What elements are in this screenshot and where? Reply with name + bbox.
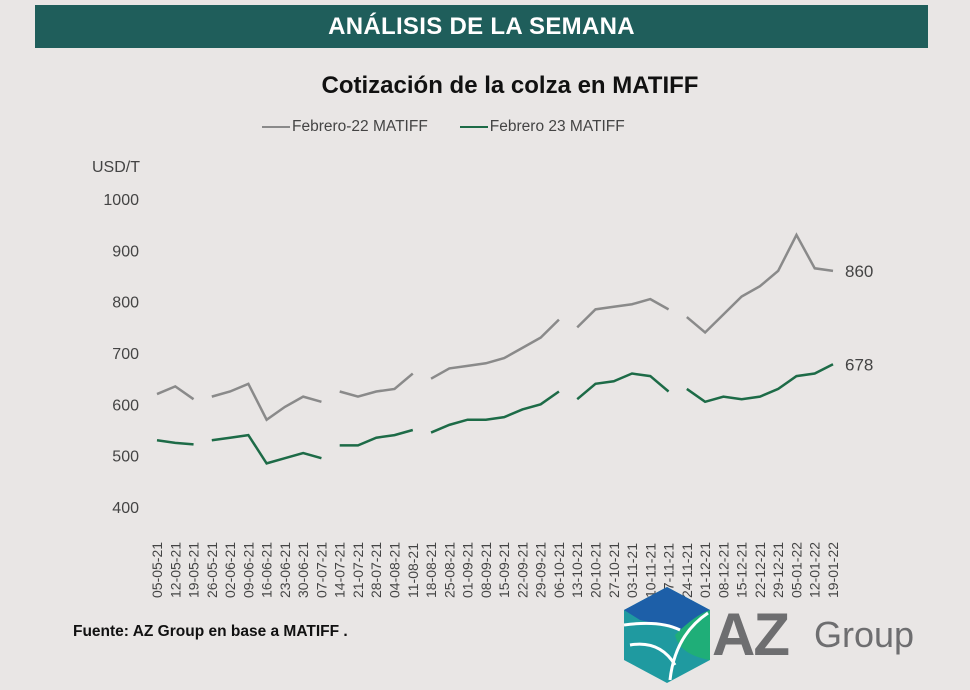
series-line-feb23 (211, 433, 322, 465)
series-line-feb22 (686, 232, 834, 335)
x-tick-label: 17-11-21 (661, 543, 677, 598)
x-tick-label: 14-07-21 (332, 542, 348, 598)
x-tick-label: 10-11-21 (642, 543, 658, 598)
x-tick-label: 12-01-22 (807, 542, 823, 598)
y-axis-label: USD/T (92, 159, 140, 176)
series-line-feb23 (576, 372, 670, 401)
y-tick-label: 400 (112, 500, 139, 517)
x-tick-label: 25-08-21 (441, 542, 457, 598)
series-line-feb22 (339, 372, 414, 398)
x-tick-label: 12-05-21 (167, 542, 183, 598)
legend-item-feb22: Febrero-22 MATIFF (262, 118, 428, 136)
x-tick-label: 03-11-21 (624, 543, 640, 598)
series-line-feb22 (211, 382, 322, 422)
x-tick-label: 29-09-21 (533, 542, 549, 598)
chart-title: Cotización de la colza en MATIFF (321, 72, 699, 99)
y-tick-label: 900 (112, 243, 139, 260)
x-tick-label: 16-06-21 (259, 542, 275, 598)
series-line-feb23 (430, 390, 560, 434)
x-tick-label: 07-07-21 (313, 542, 329, 598)
series-line-feb23 (156, 439, 194, 446)
x-tick-label: 08-12-21 (715, 542, 731, 598)
y-tick-label: 500 (112, 449, 139, 466)
series-line-feb23 (686, 363, 834, 404)
x-tick-label: 15-09-21 (496, 542, 512, 598)
y-tick-label: 800 (112, 295, 139, 312)
source-note: Fuente: AZ Group en base a MATIFF . (73, 623, 348, 640)
legend: Febrero-22 MATIFF Febrero 23 MATIFF (262, 118, 625, 136)
x-tick-label: 09-06-21 (240, 542, 256, 598)
legend-label: Febrero 23 MATIFF (489, 118, 625, 135)
x-tick-label: 21-07-21 (350, 542, 366, 598)
x-tick-label: 23-06-21 (277, 542, 293, 598)
x-tick-label: 01-12-21 (697, 542, 713, 598)
series-line-feb22 (430, 318, 560, 380)
x-tick-label: 19-01-22 (825, 542, 841, 598)
y-tick-label: 1000 (103, 192, 139, 209)
x-tick-label: 20-10-21 (587, 542, 603, 598)
banner: ANÁLISIS DE LA SEMANA (35, 5, 928, 48)
x-tick-label: 08-09-21 (478, 542, 494, 598)
x-tick-label: 29-12-21 (770, 542, 786, 598)
x-tick-label: 18-08-21 (423, 542, 439, 598)
x-tick-label: 02-06-21 (222, 542, 238, 598)
legend-label: Febrero-22 MATIFF (292, 118, 428, 135)
x-tick-label: 11-08-21 (405, 543, 421, 598)
logo-brand: AZ (712, 601, 790, 668)
x-tick-label: 13-10-21 (569, 542, 585, 598)
x-tick-label: 28-07-21 (368, 542, 384, 598)
end-value-label: 860 (845, 262, 873, 281)
x-tick-label: 19-05-21 (186, 542, 202, 598)
x-tick-label: 01-09-21 (460, 542, 476, 598)
x-tick-label: 30-06-21 (295, 542, 311, 598)
x-tick-label: 06-10-21 (551, 542, 567, 598)
logo-suffix: Group (814, 614, 915, 655)
x-tick-label: 27-10-21 (606, 542, 622, 598)
end-value-label: 678 (845, 355, 873, 374)
x-tick-label: 04-08-21 (387, 542, 403, 598)
series-line-feb22 (576, 297, 670, 329)
x-tick-label: 22-12-21 (752, 542, 768, 598)
x-tick-label: 05-01-22 (788, 542, 804, 598)
az-group-logo-icon (623, 587, 710, 683)
y-tick-label: 700 (112, 346, 139, 363)
series-line-feb22 (156, 384, 195, 401)
x-tick-label: 26-05-21 (204, 542, 220, 598)
x-tick-label: 22-09-21 (514, 542, 530, 598)
x-tick-label: 24-11-21 (679, 543, 695, 598)
y-tick-label: 600 (112, 397, 139, 414)
legend-item-feb23: Febrero 23 MATIFF (459, 118, 625, 136)
x-tick-label: 15-12-21 (734, 542, 750, 598)
x-tick-label: 05-05-21 (149, 542, 165, 598)
